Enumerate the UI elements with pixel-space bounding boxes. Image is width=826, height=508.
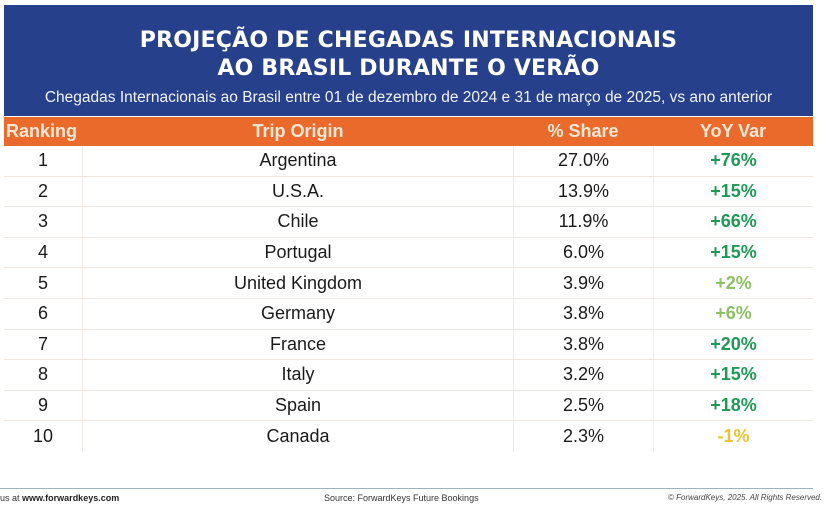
share-cell: 13.9% (513, 176, 653, 207)
rank-cell: 9 (4, 390, 83, 421)
table-row: 3 Chile 11.9% +66% (4, 207, 813, 238)
yoy-cell: -1% (653, 421, 813, 452)
footer-divider (0, 488, 813, 489)
rank-cell: 7 (4, 329, 83, 360)
share-cell: 27.0% (513, 146, 653, 176)
table-row: 7 France 3.8% +20% (4, 329, 813, 361)
yoy-cell: +76% (653, 146, 813, 176)
origin-cell: Chile (277, 211, 319, 232)
footer-copyright: © ForwardKeys, 2025. All Rights Reserved… (668, 493, 823, 502)
share-cell: 6.0% (513, 237, 653, 268)
table-row: 6 Germany 3.8% +6% (4, 298, 813, 330)
title-banner: PROJEÇÃO DE CHEGADAS INTERNACIONAIS AO B… (4, 5, 813, 116)
rank-cell: 1 (4, 146, 83, 176)
column-header-ranking: Ranking (6, 121, 78, 141)
yoy-cell: +66% (653, 207, 813, 237)
table-row: 2 U.S.A. 13.9% +15% (4, 176, 813, 208)
yoy-cell: +20% (653, 329, 813, 360)
table-row: 10 Canada 2.3% -1% (4, 421, 813, 452)
table-row: 1 Argentina 27.0% +76% (4, 146, 813, 177)
table-body: 1 Argentina 27.0% +76% 2 U.S.A. 13.9% +15% 3 Chil… (4, 146, 813, 452)
share-cell: 3.9% (513, 268, 653, 298)
origin-cell: Spain (274, 395, 322, 416)
share-cell: 3.8% (513, 329, 653, 360)
title-line-2: AO BRASIL DURANTE O VERÃO (217, 56, 600, 81)
origin-cell: Canada (266, 426, 330, 447)
origin-cell: France (269, 333, 327, 354)
table-row: 5 United Kingdom 3.9% +2% (4, 268, 813, 299)
share-cell: 3.8% (513, 298, 653, 329)
column-header-yoy-var: YoY Var (699, 121, 767, 141)
rank-cell: 2 (4, 176, 83, 207)
table-row: 4 Portugal 6.0% +15% (4, 237, 813, 269)
origin-cell: Portugal (264, 242, 332, 263)
origin-cell: Italy (281, 364, 315, 385)
yoy-cell: +2% (653, 268, 813, 298)
website-link[interactable]: www.forwardkeys.com (22, 493, 120, 503)
share-cell: 3.2% (513, 360, 653, 390)
title-line-1: PROJEÇÃO DE CHEGADAS INTERNACIONAIS (139, 28, 678, 53)
rank-cell: 6 (4, 298, 83, 329)
share-cell: 2.3% (513, 421, 653, 452)
yoy-cell: +15% (653, 237, 813, 268)
table-row: 9 Spain 2.5% +18% (4, 390, 813, 422)
footer-prefix: us at (0, 493, 23, 503)
footer-source: Source: ForwardKeys Future Bookings (324, 493, 479, 503)
column-header-trip-origin: Trip Origin (252, 121, 344, 141)
rank-cell: 10 (4, 421, 83, 452)
rank-cell: 4 (4, 237, 83, 268)
share-cell: 11.9% (513, 207, 653, 237)
footer-website: us at www.forwardkeys.com (0, 493, 119, 503)
origin-cell: U.S.A. (271, 180, 324, 201)
origin-cell: United Kingdom (233, 272, 363, 293)
rank-cell: 3 (4, 207, 83, 237)
column-header-share: % Share (547, 121, 619, 141)
share-cell: 2.5% (513, 390, 653, 421)
origin-cell: Germany (260, 303, 336, 324)
yoy-cell: +18% (653, 390, 813, 421)
yoy-cell: +6% (653, 298, 813, 329)
origin-cell: Argentina (259, 150, 337, 171)
table-row: 8 Italy 3.2% +15% (4, 360, 813, 391)
rank-cell: 8 (4, 360, 83, 390)
yoy-cell: +15% (653, 360, 813, 390)
subtitle: Chegadas Internacionais ao Brasil entre … (44, 89, 773, 106)
ranking-table: Ranking Trip Origin % Share YoY Var 1 Arg… (4, 117, 813, 452)
yoy-cell: +15% (653, 176, 813, 207)
table-header: Ranking Trip Origin % Share YoY Var (4, 117, 813, 146)
rank-cell: 5 (4, 268, 83, 298)
